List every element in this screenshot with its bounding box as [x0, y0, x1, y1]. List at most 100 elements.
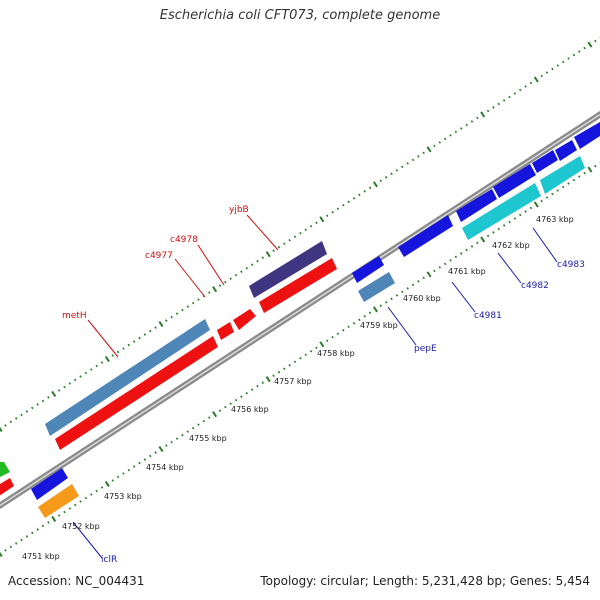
minor-tick-mark [272, 374, 275, 377]
minor-tick-mark [234, 398, 238, 402]
kbp-label: 4759 kbp [360, 321, 398, 330]
gene-c4983-bar[interactable] [493, 164, 536, 198]
minor-tick-mark [245, 266, 248, 270]
gene-c4981[interactable] [398, 215, 453, 257]
minor-tick-mark [250, 263, 254, 266]
minor-tick-mark [363, 315, 366, 318]
minor-tick-mark [138, 461, 141, 465]
minor-tick-mark [288, 238, 291, 242]
minor-tick-mark [545, 71, 549, 74]
gene-c4983-cds[interactable] [540, 156, 585, 194]
minor-tick-mark [73, 503, 77, 507]
gene-yjbB-cds[interactable] [249, 241, 327, 298]
minor-tick-mark [342, 204, 345, 207]
minor-tick-mark [460, 127, 463, 130]
gene-c4978[interactable] [233, 309, 256, 330]
gene-label-pepE[interactable]: pepE [414, 344, 437, 354]
minor-tick-mark [411, 283, 415, 287]
gene-pepE-cds[interactable] [358, 272, 395, 302]
minor-tick-mark [36, 403, 39, 406]
gene-metH-cds[interactable] [45, 319, 210, 436]
major-tick-mark [587, 166, 593, 173]
minor-tick-mark [165, 444, 168, 447]
gene-iclR-bar[interactable] [31, 468, 68, 500]
major-tick-mark [426, 271, 432, 278]
minor-tick-mark [551, 67, 554, 71]
gene-extra-2[interactable] [555, 140, 577, 161]
outer-tick-track [0, 36, 600, 432]
minor-tick-mark [132, 340, 136, 343]
minor-tick-mark [68, 507, 72, 510]
minor-tick-mark [363, 190, 366, 193]
minor-tick-mark [20, 413, 23, 417]
minor-tick-mark [336, 207, 340, 211]
gene-box-green[interactable] [0, 462, 10, 482]
leader-pepE [387, 306, 417, 346]
minor-tick-mark [304, 228, 307, 232]
gene-label-c4982[interactable]: c4982 [521, 281, 549, 291]
gene-label-iclR[interactable]: iclR [101, 555, 117, 565]
gene-label-c4981[interactable]: c4981 [474, 311, 502, 321]
minor-tick-mark [411, 158, 415, 162]
gene-box-red-edge[interactable] [0, 478, 14, 502]
gene-metH-bar[interactable] [55, 336, 218, 450]
minor-tick-mark [492, 106, 495, 109]
minor-tick-mark [561, 185, 565, 189]
leader-c4981 [451, 281, 476, 313]
minor-tick-mark [208, 416, 211, 419]
minor-tick-mark [149, 329, 152, 333]
gene-c4977[interactable] [217, 322, 234, 340]
gene-c4982-bar[interactable] [456, 189, 497, 222]
kbp-label: 4758 kbp [317, 349, 355, 358]
minor-tick-mark [250, 388, 254, 391]
major-tick-mark [319, 341, 325, 348]
minor-tick-mark [577, 50, 581, 53]
leader-metH [87, 319, 119, 358]
minor-tick-mark [116, 350, 120, 354]
gene-c4982-cds[interactable] [462, 183, 541, 240]
minor-tick-mark [127, 343, 131, 347]
gene-label-c4983[interactable]: c4983 [557, 260, 585, 270]
major-tick-mark [480, 111, 486, 118]
minor-tick-mark [567, 182, 570, 185]
leader-iclR [72, 521, 103, 559]
gene-label-c4978[interactable]: c4978 [170, 235, 198, 245]
gene-label-metH[interactable]: metH [62, 311, 87, 321]
minor-tick-mark [277, 370, 281, 374]
gene-pepE-bar[interactable] [352, 256, 384, 283]
major-tick-mark [51, 515, 57, 523]
minor-tick-mark [540, 74, 543, 78]
minor-tick-mark [84, 496, 88, 500]
minor-tick-mark [90, 493, 93, 496]
minor-tick-mark [433, 144, 436, 148]
minor-tick-mark [583, 46, 586, 50]
minor-tick-mark [486, 109, 490, 113]
minor-tick-mark [368, 311, 372, 315]
minor-tick-mark [143, 458, 147, 461]
major-tick-mark [0, 551, 3, 557]
gene-extra-1[interactable] [532, 150, 558, 173]
minor-tick-mark [224, 405, 227, 409]
minor-tick-mark [208, 291, 211, 294]
gene-label-yjbB[interactable]: yjbB [229, 205, 249, 215]
minor-tick-mark [202, 419, 206, 423]
minor-tick-mark [325, 339, 329, 343]
minor-tick-mark [36, 528, 39, 531]
major-tick-mark [265, 251, 271, 258]
gene-yjbB-bar[interactable] [259, 258, 337, 313]
minor-tick-mark [197, 298, 200, 301]
gene-extra-3[interactable] [574, 122, 600, 149]
kbp-label: 4753 kbp [104, 492, 142, 501]
minor-tick-mark [165, 319, 168, 322]
minor-tick-mark [25, 535, 29, 538]
minor-tick-mark [293, 235, 297, 239]
minor-tick-mark [272, 249, 275, 252]
gene-iclR-cds[interactable] [38, 484, 79, 518]
gene-label-c4977[interactable]: c4977 [145, 251, 173, 261]
minor-tick-mark [594, 39, 597, 43]
minor-tick-mark [309, 349, 313, 353]
major-tick-mark [587, 41, 593, 48]
major-tick-mark [158, 321, 164, 328]
minor-tick-mark [583, 171, 586, 175]
